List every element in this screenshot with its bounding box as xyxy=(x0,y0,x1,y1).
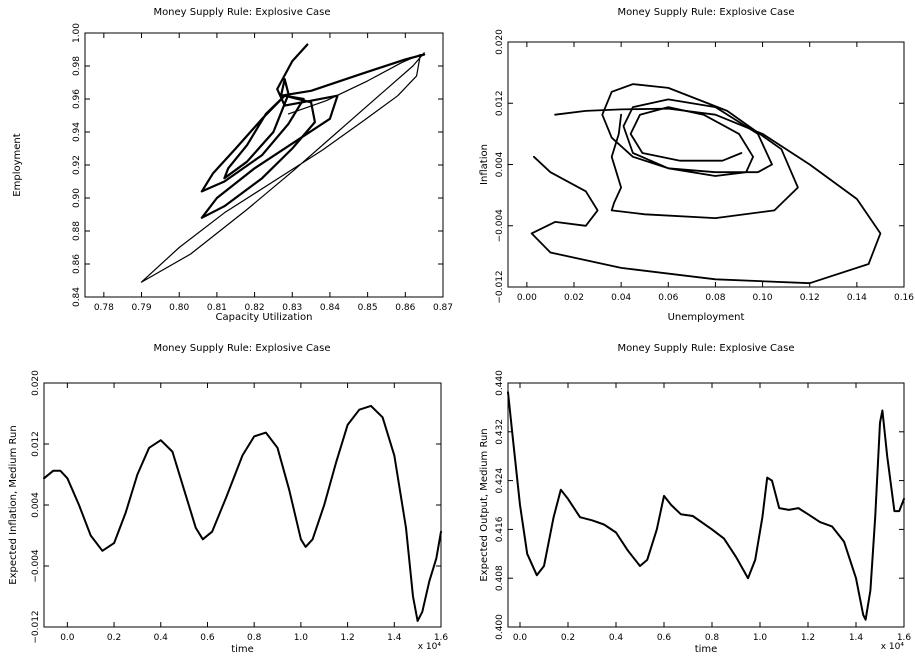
y-tick-label: 0.90 xyxy=(72,188,82,208)
x-tick-label: 0.83 xyxy=(282,303,302,313)
y-tick-label: 0.88 xyxy=(72,221,82,241)
x-tick-label: 0.16 xyxy=(894,293,914,303)
x-tick-label: 0.2 xyxy=(561,633,575,643)
plot-frame xyxy=(84,32,444,298)
series-line-1 xyxy=(43,404,442,622)
x-tick-label: 0.0 xyxy=(60,633,75,643)
chart-title: Money Supply Rule: Explosive Case xyxy=(153,7,330,18)
y-axis-title: Employment xyxy=(12,133,23,196)
x-tick-label: 0.82 xyxy=(245,303,265,313)
y-axis-title: Expected Inflation, Medium Run xyxy=(8,425,19,584)
x-tick-label: 0.2 xyxy=(107,633,121,643)
x-tick-label: 0.4 xyxy=(154,633,169,643)
x-tick-label: 0.85 xyxy=(358,303,378,313)
series-line-1 xyxy=(140,52,425,283)
x-tick-label: 0.06 xyxy=(658,293,678,303)
x-tick-label: 0.8 xyxy=(247,633,262,643)
x-axis-title: Unemployment xyxy=(668,312,745,323)
plot-frame xyxy=(507,382,905,628)
x-tick-label: 1.2 xyxy=(801,633,815,643)
x-tick-label: 0.08 xyxy=(705,293,725,303)
y-axis-title: Expected Output, Medium Run xyxy=(479,428,490,581)
y-axis-title: Inflation xyxy=(479,144,490,185)
x-tick-label: 0.6 xyxy=(200,633,215,643)
series-line-1 xyxy=(530,107,882,285)
x-tick-label: 0.8 xyxy=(705,633,720,643)
x-tick-label: 0.6 xyxy=(657,633,672,643)
chart-panel-2: 0.00 0.02 0.04 0.06 0.08 0.10 0.12 0.14 0.16 −0.0… xyxy=(479,7,914,323)
x-tick-label: 1.2 xyxy=(340,633,354,643)
x-tick-label: 1.6 xyxy=(897,633,912,643)
y-tick-label: −0.004 xyxy=(31,549,41,583)
y-tick-label: 0.020 xyxy=(31,370,41,396)
y-tick-label: 0.408 xyxy=(495,565,505,591)
y-tick-label: 0.84 xyxy=(72,287,82,307)
x-axis-title: time xyxy=(695,644,718,655)
y-tick-label: 0.020 xyxy=(495,29,505,55)
x-tick-label: 0.87 xyxy=(433,303,453,313)
x-tick-label: 0.0 xyxy=(513,633,528,643)
x-tick-label: 1.0 xyxy=(294,633,309,643)
x-axis-title: time xyxy=(231,644,254,655)
x-tick-label: 1.4 xyxy=(849,633,864,643)
chart-title: Money Supply Rule: Explosive Case xyxy=(153,343,330,354)
y-tick-label: −0.012 xyxy=(31,610,41,643)
y-tick-label: 0.94 xyxy=(72,122,82,142)
series-line-1 xyxy=(507,391,905,621)
y-tick-label: 0.004 xyxy=(495,151,505,177)
y-tick-label: 0.424 xyxy=(495,467,505,493)
x-tick-label: 0.02 xyxy=(564,293,584,303)
y-tick-label: 0.004 xyxy=(31,492,41,518)
x-tick-label: 0.10 xyxy=(753,293,773,303)
series-line-2 xyxy=(601,83,799,219)
x-tick-label: 0.4 xyxy=(609,633,624,643)
x-axis-exponent: x 10⁴ xyxy=(418,642,442,652)
y-tick-label: 1.00 xyxy=(72,23,82,43)
x-tick-label: 0.04 xyxy=(611,293,631,303)
x-tick-label: 0.86 xyxy=(395,303,415,313)
chart-panel-3: 0.0 0.2 0.4 0.6 0.8 1.0 1.2 1.4 1.6 −0.012 −0.004 0… xyxy=(8,343,448,655)
plot-frame xyxy=(507,41,905,288)
x-tick-label: 1.6 xyxy=(434,633,449,643)
x-tick-label: 0.80 xyxy=(169,303,189,313)
y-tick-label: 0.440 xyxy=(495,370,505,396)
x-tick-label: 0.12 xyxy=(800,293,820,303)
y-tick-label: 0.432 xyxy=(495,419,505,445)
x-axis-title: Capacity Utilization xyxy=(216,312,313,323)
chart-title: Money Supply Rule: Explosive Case xyxy=(617,7,794,18)
y-tick-label: 0.416 xyxy=(495,516,505,542)
x-tick-label: 0.84 xyxy=(320,303,340,313)
y-tick-label: 0.012 xyxy=(31,431,41,457)
y-tick-label: 0.400 xyxy=(495,614,505,640)
y-tick-label: 0.98 xyxy=(72,56,82,76)
x-tick-label: 1.0 xyxy=(753,633,768,643)
series-line-2 xyxy=(200,43,426,219)
y-tick-label: −0.012 xyxy=(495,270,505,303)
x-tick-label: 0.78 xyxy=(94,303,114,313)
y-tick-label: 0.92 xyxy=(72,155,82,175)
y-tick-label: 0.86 xyxy=(72,254,82,274)
x-tick-label: 0.14 xyxy=(847,293,867,303)
plot-frame xyxy=(43,382,442,628)
x-tick-label: 0.79 xyxy=(132,303,152,313)
y-tick-label: 0.96 xyxy=(72,89,82,109)
x-axis-exponent: x 10⁴ xyxy=(881,642,905,652)
chart-panel-4: 0.0 0.2 0.4 0.6 0.8 1.0 1.2 1.4 1.6 0.400 0.408 0.4… xyxy=(479,343,911,655)
x-tick-label: 0.00 xyxy=(517,293,537,303)
y-tick-label: 0.012 xyxy=(495,90,505,116)
x-tick-label: 0.81 xyxy=(207,303,227,313)
chart-title: Money Supply Rule: Explosive Case xyxy=(617,343,794,354)
chart-panel-1: 0.78 0.79 0.80 0.81 0.82 0.83 0.84 0.85 0.86 0.87… xyxy=(12,7,453,323)
x-tick-label: 1.4 xyxy=(387,633,402,643)
y-tick-label: −0.004 xyxy=(495,209,505,243)
